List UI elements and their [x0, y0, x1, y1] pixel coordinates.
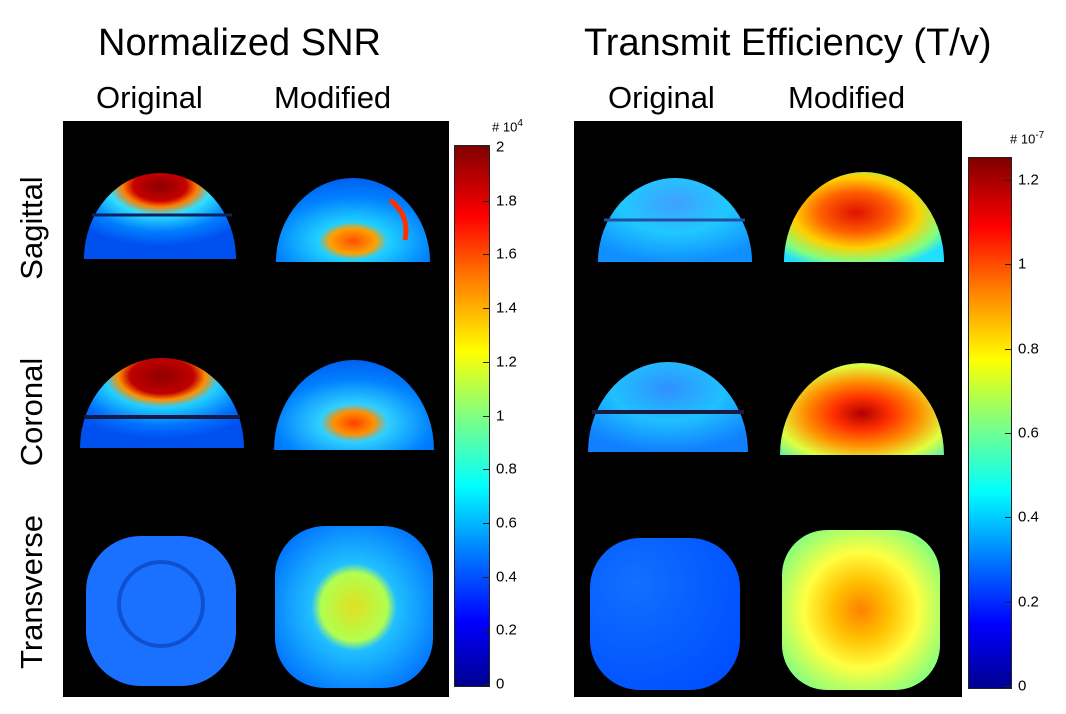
snr-col-original: Original — [96, 80, 203, 115]
snr-colorbar-tickmark — [483, 361, 489, 363]
snr-colorbar-tick-label: 0.6 — [496, 514, 517, 532]
tx-col-original: Original — [608, 80, 715, 115]
tx-colorbar-tickmark — [1005, 517, 1011, 519]
snr-colorbar-tickmark — [483, 415, 489, 417]
tx-colorbar-tick-label: 1.2 — [1018, 171, 1039, 189]
snr-colorbar-tick-label: 1 — [496, 407, 505, 424]
tx-panel-title: Transmit Efficiency (T/v) — [584, 22, 992, 64]
tx-transverse-modified — [782, 530, 940, 690]
snr-colorbar-tickmark — [483, 522, 489, 524]
snr-colorbar-tick-label: 1.8 — [496, 192, 517, 210]
tx-colorbar-tickmark — [1005, 433, 1011, 435]
tx-colorbar-tick-label: 0.6 — [1018, 424, 1039, 442]
snr-coronal-original — [80, 358, 244, 448]
tx-coronal-modified — [780, 363, 944, 455]
tx-colorbar-tickmark — [1005, 348, 1011, 350]
tx-colorbar-exponent: # 10-7 — [1010, 130, 1045, 147]
snr-transverse-original — [86, 536, 236, 686]
snr-col-modified: Modified — [274, 80, 392, 115]
tx-sagittal-modified — [784, 172, 944, 262]
tx-colorbar-tick-label: 0.4 — [1018, 508, 1039, 526]
snr-transverse-modified — [275, 526, 433, 688]
snr-colorbar-exponent: # 104 — [492, 118, 523, 135]
tx-colorbar-tick-label: 0.8 — [1018, 340, 1039, 358]
snr-colorbar-tickmark — [483, 147, 489, 148]
snr-colorbar-tickmark — [483, 469, 489, 471]
tx-transverse-original — [590, 538, 740, 690]
snr-colorbar-tickmark — [483, 200, 489, 202]
snr-colorbar-tickmark — [483, 308, 489, 310]
snr-colorbar-tickmark — [483, 684, 489, 685]
snr-colorbar-tick-label: 0.2 — [496, 621, 517, 639]
tx-col-modified: Modified — [788, 80, 906, 115]
tx-colorbar-tick-label: 0 — [1018, 677, 1027, 695]
snr-colorbar-tickmark — [483, 576, 489, 578]
tx-colorbar-tickmark — [1005, 686, 1011, 687]
snr-colorbar-tick-label: 0.8 — [496, 460, 517, 478]
tx-colorbar-tickmark — [1005, 264, 1011, 266]
tx-colorbar-tick-label: 0.2 — [1018, 593, 1039, 611]
tx-colorbar-tick-label: 1 — [1018, 255, 1027, 273]
snr-colorbar-tick-label: 0.4 — [496, 568, 517, 586]
snr-colorbar-tick-label: 1.6 — [496, 245, 517, 263]
tx-colorbar-tickmark — [1005, 601, 1011, 603]
snr-transverse-original-ring — [117, 560, 205, 648]
snr-coronal-modified — [274, 360, 434, 450]
snr-colorbar-tick-label: 2 — [496, 138, 505, 156]
tx-colorbar — [968, 157, 1012, 689]
snr-panel-title: Normalized SNR — [98, 22, 381, 64]
snr-colorbar-tickmark — [483, 254, 489, 256]
snr-colorbar-tick-label: 1.4 — [496, 299, 517, 317]
snr-colorbar-tickmark — [483, 630, 489, 632]
tx-coronal-original — [588, 362, 748, 452]
snr-colorbar-tick-label: 1.2 — [496, 353, 517, 371]
snr-sagittal-modified-artifact — [388, 198, 409, 241]
tx-colorbar-tickmark — [1005, 180, 1011, 182]
snr-colorbar — [454, 145, 490, 687]
snr-colorbar-tick-label: 0 — [496, 675, 505, 693]
